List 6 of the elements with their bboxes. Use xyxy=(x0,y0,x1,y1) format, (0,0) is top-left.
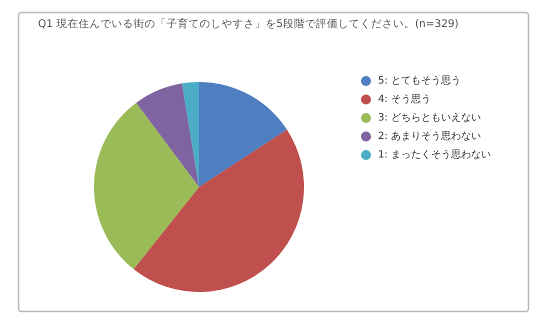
legend-label: 2: あまりそう思わない xyxy=(378,131,481,142)
legend-label: 5: とてもそう思う xyxy=(378,76,461,87)
legend-label: 1: まったくそう思わない xyxy=(378,150,491,161)
legend-label: 4: そう思う xyxy=(378,94,431,106)
chart-title: Q1 現在住んでいる街の「子育てのしやすさ」を5段階で評価してください。(n=329) xyxy=(38,16,459,30)
legend-label: 3: どちらともいえない xyxy=(378,112,481,124)
